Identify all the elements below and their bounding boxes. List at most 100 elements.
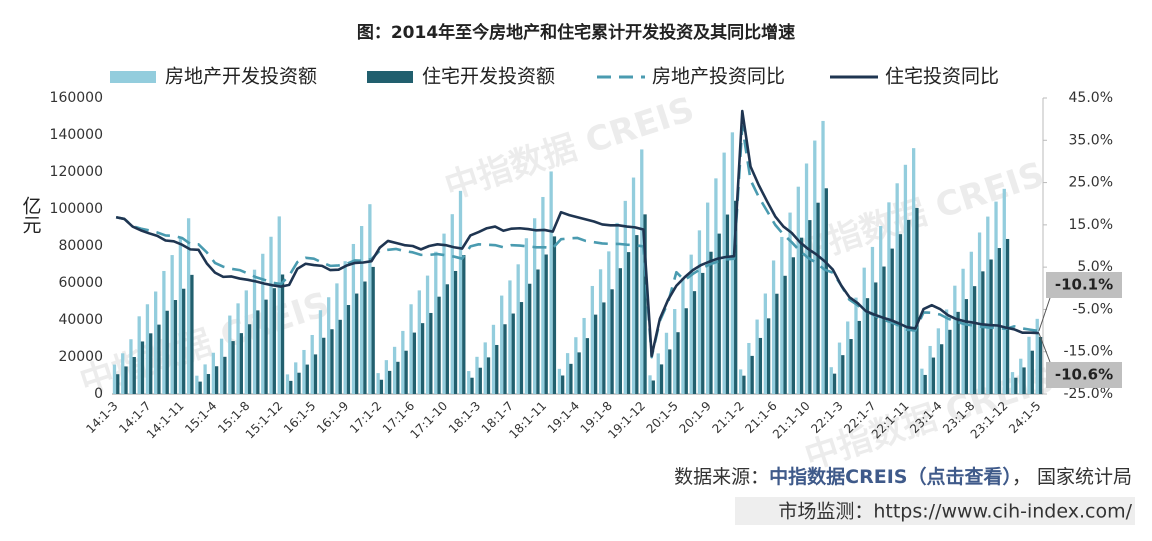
bar bbox=[758, 337, 763, 394]
bar bbox=[775, 293, 779, 394]
bar bbox=[565, 353, 570, 394]
bar bbox=[371, 266, 375, 394]
bar bbox=[524, 238, 529, 394]
bar bbox=[643, 214, 647, 394]
bar bbox=[701, 272, 705, 394]
bar bbox=[697, 230, 702, 394]
y-tick-label: 20000 bbox=[58, 349, 103, 365]
bar bbox=[824, 188, 828, 394]
bar bbox=[574, 337, 578, 394]
bar bbox=[841, 355, 845, 394]
bar bbox=[355, 293, 359, 394]
bar bbox=[648, 375, 652, 394]
bar bbox=[870, 246, 875, 394]
bar bbox=[656, 353, 660, 394]
bar bbox=[437, 296, 441, 394]
line bbox=[115, 125, 1040, 359]
bar bbox=[368, 204, 372, 394]
bar bbox=[961, 268, 965, 394]
label-leader bbox=[1038, 297, 1051, 332]
bar bbox=[503, 324, 507, 394]
source-link[interactable]: 中指数据CREIS（点击查看） bbox=[769, 465, 1012, 488]
y2-tick-label: -25.0% bbox=[1063, 386, 1113, 402]
label-leader bbox=[1038, 332, 1051, 363]
bar bbox=[874, 282, 878, 394]
bar bbox=[203, 364, 207, 394]
legend-label: 住宅开发投资额 bbox=[422, 66, 555, 88]
bar bbox=[401, 330, 405, 394]
data-label: -10.6% bbox=[1055, 366, 1113, 384]
bar bbox=[791, 257, 796, 394]
bar bbox=[519, 302, 524, 394]
bar bbox=[214, 366, 219, 394]
bar bbox=[907, 219, 911, 394]
bar bbox=[912, 148, 916, 394]
bar bbox=[977, 232, 982, 394]
bar bbox=[972, 286, 977, 394]
bar bbox=[1014, 377, 1018, 394]
bar bbox=[997, 248, 1001, 394]
bar bbox=[322, 337, 326, 394]
bar bbox=[618, 268, 622, 394]
bar bbox=[379, 379, 384, 394]
bar bbox=[668, 349, 672, 394]
label-box bbox=[1046, 272, 1122, 298]
y-tick-label: 140000 bbox=[50, 127, 103, 143]
bar bbox=[363, 281, 367, 394]
bar bbox=[313, 354, 318, 394]
bar bbox=[936, 328, 941, 394]
bar bbox=[154, 291, 158, 394]
bar bbox=[920, 368, 924, 394]
bar bbox=[239, 333, 243, 394]
bar bbox=[129, 339, 133, 394]
bar bbox=[783, 275, 787, 394]
y2-tick-label: 15.0% bbox=[1069, 217, 1113, 233]
bar bbox=[541, 196, 545, 394]
bar bbox=[940, 344, 944, 394]
bar bbox=[173, 300, 178, 394]
bar bbox=[846, 321, 850, 394]
bar bbox=[837, 342, 842, 394]
bar bbox=[552, 236, 557, 394]
bar bbox=[289, 380, 293, 394]
bar bbox=[857, 320, 861, 394]
y-tick-label: 100000 bbox=[50, 201, 103, 217]
bar bbox=[318, 310, 323, 394]
bar bbox=[445, 284, 449, 394]
bar bbox=[750, 355, 754, 394]
bar bbox=[137, 316, 141, 394]
legend-label: 房地产开发投资额 bbox=[165, 66, 317, 88]
bar bbox=[280, 274, 285, 394]
bar bbox=[384, 360, 389, 394]
bar bbox=[681, 277, 685, 394]
bar bbox=[780, 236, 784, 394]
bar bbox=[709, 251, 713, 394]
bar bbox=[277, 216, 281, 394]
bar bbox=[898, 234, 903, 394]
bar bbox=[816, 202, 820, 394]
bar bbox=[585, 338, 590, 394]
bar bbox=[536, 269, 540, 394]
y2-tick-label: -5.0% bbox=[1072, 301, 1113, 317]
bar bbox=[467, 371, 471, 394]
bar bbox=[294, 362, 298, 394]
bar bbox=[195, 375, 199, 394]
bar bbox=[157, 324, 161, 394]
bar bbox=[346, 305, 351, 394]
bar bbox=[602, 302, 606, 394]
bar bbox=[1010, 372, 1015, 394]
bar bbox=[495, 344, 499, 394]
bar bbox=[673, 309, 677, 394]
bar bbox=[994, 201, 998, 394]
bar bbox=[285, 374, 290, 394]
bar bbox=[631, 177, 636, 394]
bar bbox=[404, 350, 408, 394]
bar bbox=[486, 357, 491, 394]
bar bbox=[722, 152, 726, 394]
y-tick-label: 40000 bbox=[58, 312, 103, 328]
y-tick-label: 60000 bbox=[58, 275, 103, 291]
chart-title: 图：2014年至今房地产和住宅累计开发投资及其同比增速 bbox=[357, 22, 795, 43]
bar bbox=[577, 352, 581, 394]
bar bbox=[582, 317, 586, 394]
